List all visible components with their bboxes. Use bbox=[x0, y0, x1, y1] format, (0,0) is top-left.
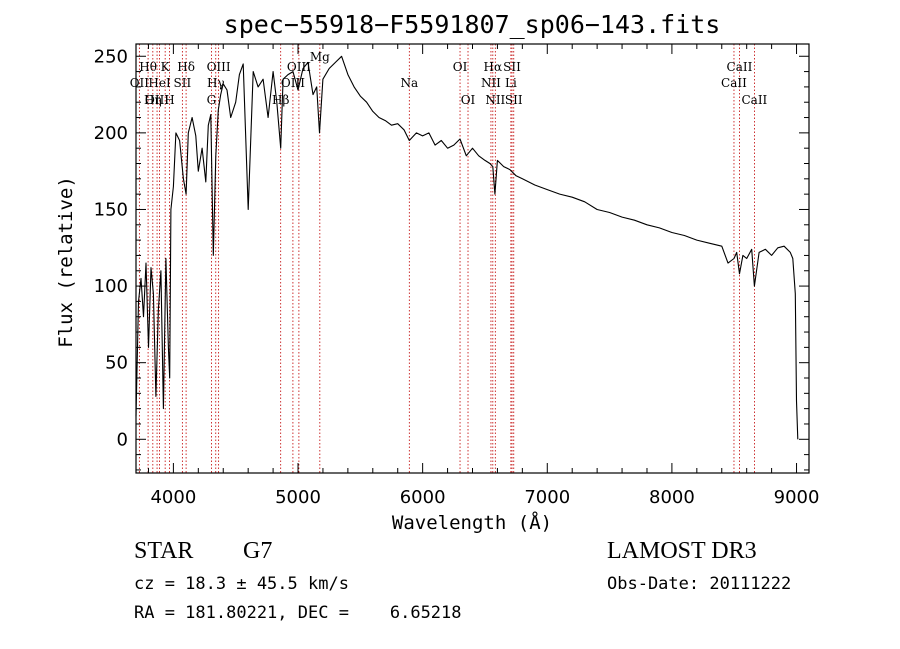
emission-line-label: SII bbox=[174, 76, 192, 90]
x-tick-label: 9000 bbox=[774, 487, 820, 508]
x-tick-label: 6000 bbox=[400, 487, 446, 508]
x-axis-ticks: 4000 5000 6000 7000 8000 9000 bbox=[147, 44, 820, 508]
emission-line-label: Hδ bbox=[177, 60, 195, 74]
y-tick-label: 100 bbox=[94, 276, 128, 297]
y-tick-label: 50 bbox=[105, 353, 128, 374]
emission-line-label: OII bbox=[130, 76, 150, 90]
emission-line-label: SII bbox=[505, 93, 523, 107]
spectrum-series bbox=[135, 55, 799, 440]
emission-line-label: Mg bbox=[310, 50, 330, 64]
emission-line-label: Li bbox=[505, 76, 517, 90]
emission-line-label: Hθ bbox=[139, 60, 157, 74]
survey-name: LAMOST DR3 bbox=[607, 538, 757, 564]
y-axis-ticks: 0 50 100 150 200 250 bbox=[94, 46, 809, 471]
emission-line-label: OIII bbox=[287, 60, 311, 74]
emission-line-label: OIII bbox=[207, 60, 231, 74]
emission-line-label: Na bbox=[400, 76, 418, 90]
emission-line-label: CaII bbox=[741, 93, 767, 107]
y-tick-label: 0 bbox=[117, 429, 128, 450]
emission-line-label: K bbox=[161, 60, 171, 74]
emission-line-label: CaII bbox=[727, 60, 753, 74]
y-tick-label: 200 bbox=[94, 123, 128, 144]
object-class: STAR bbox=[134, 538, 194, 564]
x-axis-label: Wavelength (Å) bbox=[392, 511, 552, 534]
emission-line-markers bbox=[138, 44, 755, 473]
redshift-velocity: cz = 18.3 ± 45.5 km/s bbox=[134, 574, 349, 594]
emission-line-label: SII bbox=[503, 60, 521, 74]
emission-line-label: NII bbox=[485, 93, 505, 107]
emission-line-label: HeI bbox=[148, 76, 171, 90]
y-axis-label: Flux (relative) bbox=[55, 176, 77, 348]
observation-date: Obs-Date: 20111222 bbox=[607, 574, 792, 594]
emission-line-label: OI bbox=[453, 60, 468, 74]
emission-line-label: OI bbox=[461, 93, 476, 107]
emission-line-label: H bbox=[164, 93, 174, 107]
x-tick-label: 8000 bbox=[649, 487, 695, 508]
emission-line-label: G bbox=[207, 93, 217, 107]
emission-line-label: Hα bbox=[484, 60, 503, 74]
emission-line-label: NII bbox=[481, 76, 501, 90]
plot-frame bbox=[135, 43, 810, 474]
x-tick-label: 7000 bbox=[524, 487, 570, 508]
chart-title: spec−55918−F5591807_sp06−143.fits bbox=[224, 10, 721, 39]
x-tick-label: 4000 bbox=[150, 487, 196, 508]
emission-line-label: Hη bbox=[144, 93, 162, 107]
ra-dec: RA = 181.80221, DEC = 6.65218 bbox=[134, 603, 462, 623]
emission-line-label: CaII bbox=[721, 76, 747, 90]
x-tick-label: 5000 bbox=[275, 487, 321, 508]
emission-line-label: OIII bbox=[145, 93, 169, 107]
y-tick-label: 150 bbox=[94, 199, 128, 220]
emission-line-label: Hβ bbox=[272, 93, 289, 107]
spectrum-line bbox=[135, 55, 799, 440]
y-tick-label: 250 bbox=[94, 46, 128, 67]
emission-line-label: Hγ bbox=[207, 76, 225, 90]
object-subclass: G7 bbox=[243, 538, 273, 564]
